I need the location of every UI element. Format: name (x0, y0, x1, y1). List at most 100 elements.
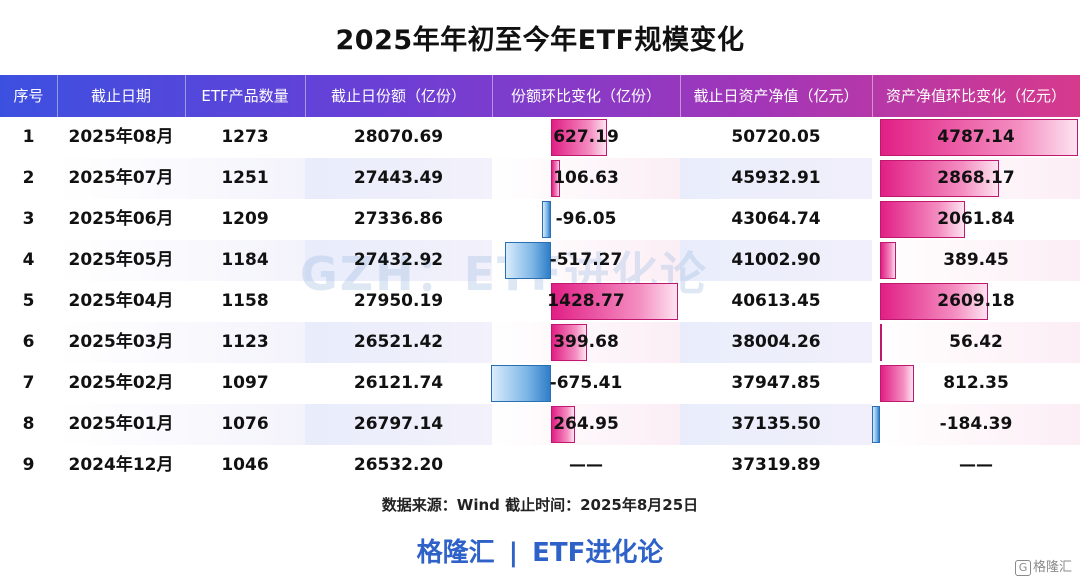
row-band (305, 322, 492, 363)
row-band (680, 240, 872, 281)
share-change-bar (551, 160, 561, 197)
cell-shares: 26797.14 (353, 414, 444, 434)
nav-change-bar (880, 283, 988, 320)
row-band (680, 322, 872, 363)
cell-nav-change: 812.35 (943, 373, 1009, 393)
cell-share-change: 264.95 (553, 414, 619, 434)
row-band (305, 240, 492, 281)
share-change-bar (551, 283, 678, 320)
cell-product-count: 1251 (221, 168, 269, 188)
cell-nav: 50720.05 (731, 127, 821, 147)
table-row: 3 2025年06月 1209 27336.86 -96.05 43064.74 2061.… (0, 199, 1080, 240)
cell-product-count: 1046 (221, 455, 269, 475)
row-band (57, 240, 305, 281)
nav-change-bar (880, 324, 883, 361)
row-band (305, 158, 492, 199)
nav-change-bar (880, 201, 966, 238)
chart-title: 2025年年初至今年ETF规模变化 (335, 25, 745, 56)
cell-product-count: 1273 (221, 127, 269, 147)
nav-change-bar (880, 119, 1078, 156)
cell-index: 4 (22, 250, 35, 270)
header-divider (492, 75, 493, 117)
header-divider (680, 75, 681, 117)
row-band (680, 404, 872, 445)
cell-nav-change: 2868.17 (937, 168, 1015, 188)
header-divider (872, 75, 873, 117)
header-divider (57, 75, 58, 117)
row-band (872, 404, 1080, 445)
cell-nav: 37947.85 (731, 373, 821, 393)
column-header-share-change: 份额环比变化（亿份） (510, 87, 661, 105)
share-change-bar (551, 119, 607, 156)
cell-shares: 27336.86 (353, 209, 444, 229)
cell-nav-change: —— (959, 455, 993, 475)
share-change-bar (551, 406, 575, 443)
logo-icon: G (1014, 560, 1031, 576)
row-band (492, 158, 680, 199)
column-header-nav: 截止日资产净值（亿元） (693, 87, 859, 105)
table-row: 1 2025年08月 1273 28070.69 627.19 50720.05 4787.… (0, 117, 1080, 158)
cell-shares: 28070.69 (353, 127, 444, 147)
corner-logo-text: 格隆汇 (1032, 560, 1072, 575)
column-header-product-count: ETF产品数量 (201, 87, 289, 105)
footer-brand-name: 格隆汇 (416, 538, 495, 568)
nav-change-bar (872, 406, 880, 443)
table-header: 序号 截止日期 ETF产品数量 截止日份额（亿份） 份额环比变化（亿份） 截止日资产净值（… (0, 75, 1080, 117)
share-change-bar (505, 242, 551, 279)
cell-date: 2025年01月 (68, 414, 174, 434)
cell-nav-change: 389.45 (943, 250, 1009, 270)
nav-change-bar (880, 160, 999, 197)
column-header-nav-change: 资产净值环比变化（亿元） (885, 87, 1066, 105)
cell-nav: 38004.26 (731, 332, 821, 352)
cell-product-count: 1076 (221, 414, 269, 434)
cell-share-change: 106.63 (553, 168, 619, 188)
cell-nav-change: -184.39 (939, 414, 1013, 434)
share-change-bar (551, 324, 587, 361)
cell-date: 2025年06月 (68, 209, 174, 229)
cell-shares: 26532.20 (353, 455, 444, 475)
cell-index: 8 (22, 414, 35, 434)
row-band (57, 158, 305, 199)
header-divider (305, 75, 306, 117)
cell-index: 6 (22, 332, 35, 352)
row-band (305, 404, 492, 445)
table-row: 8 2025年01月 1076 26797.14 264.95 37135.50 -184.… (0, 404, 1080, 445)
cell-index: 2 (22, 168, 35, 188)
cell-shares: 26521.42 (353, 332, 444, 352)
table-row: 7 2025年02月 1097 26121.74 -675.41 37947.85 812.… (0, 363, 1080, 404)
cell-index: 5 (22, 291, 35, 311)
cell-product-count: 1123 (221, 332, 269, 352)
row-band (492, 404, 680, 445)
table-row: 4 2025年05月 1184 27432.92 -517.27 41002.90 389.… (0, 240, 1080, 281)
cell-nav: 40613.45 (731, 291, 821, 311)
column-header-shares: 截止日份额（亿份） (330, 87, 466, 105)
footer-separator: | (508, 538, 519, 568)
cell-share-change: 1428.77 (547, 291, 625, 311)
cell-product-count: 1097 (221, 373, 269, 393)
cell-index: 7 (22, 373, 35, 393)
cell-nav: 37135.50 (731, 414, 821, 434)
row-band (872, 322, 1080, 363)
cell-index: 3 (22, 209, 35, 229)
footer-column-name: ETF进化论 (532, 538, 664, 568)
nav-change-bar (880, 242, 897, 279)
column-header-index: 序号 (13, 87, 44, 105)
cell-share-change: -675.41 (549, 373, 623, 393)
table-row: 9 2024年12月 1046 26532.20 —— 37319.89 —— (0, 445, 1080, 486)
cell-share-change: -96.05 (555, 209, 617, 229)
cell-shares: 27950.19 (353, 291, 444, 311)
table-body: 1 2025年08月 1273 28070.69 627.19 50720.05 4787.… (0, 117, 1080, 475)
header-divider (185, 75, 186, 117)
cell-product-count: 1209 (221, 209, 269, 229)
cell-nav: 45932.91 (731, 168, 821, 188)
cell-shares: 27432.92 (353, 250, 444, 270)
footer-brand: 格隆汇 | ETF进化论 (0, 532, 1080, 569)
cell-shares: 26121.74 (353, 373, 444, 393)
column-header-date: 截止日期 (90, 87, 151, 105)
data-source: 数据来源：Wind 截止时间：2025年8月25日 (381, 496, 699, 514)
corner-logo: G 格隆汇 (1014, 556, 1072, 576)
cell-share-change: 399.68 (553, 332, 619, 352)
cell-index: 1 (22, 127, 35, 147)
cell-date: 2025年05月 (68, 250, 174, 270)
cell-date: 2024年12月 (68, 455, 174, 475)
